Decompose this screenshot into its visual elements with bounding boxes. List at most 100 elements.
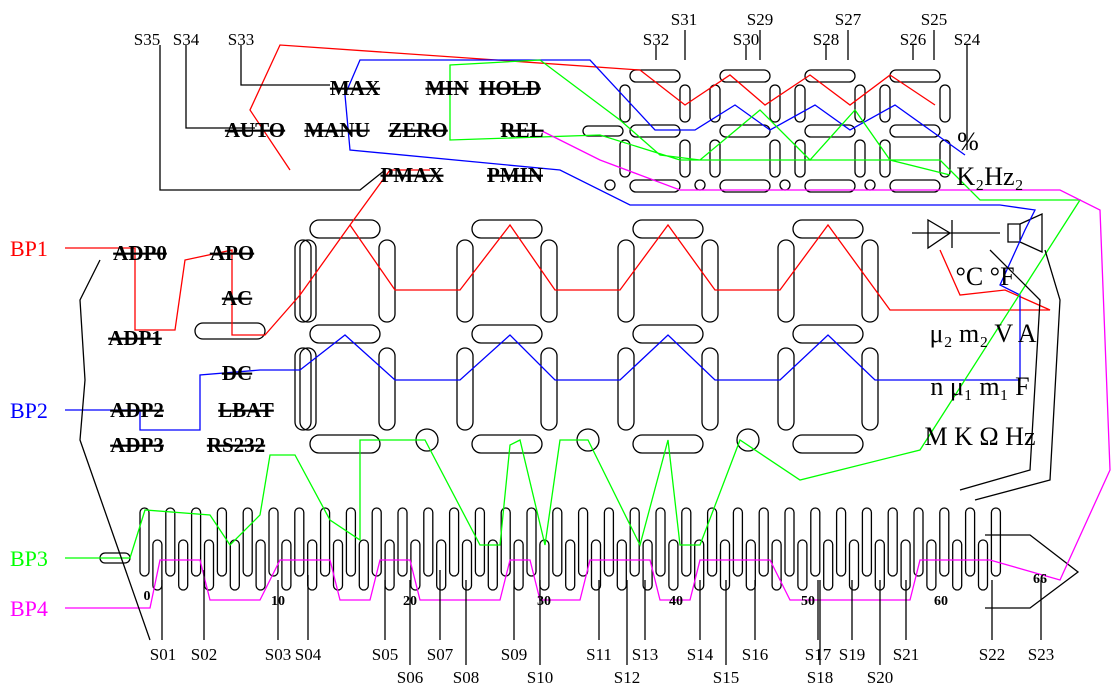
segment <box>540 239 558 323</box>
segment-pin-label: S30 <box>733 30 759 49</box>
segment <box>194 322 266 340</box>
segment <box>617 239 635 323</box>
segment <box>471 434 543 454</box>
segment-pin-label: S16 <box>742 645 768 664</box>
pin-number: 50 <box>801 594 815 609</box>
segment-pin-label: S19 <box>839 645 865 664</box>
segment <box>632 219 704 239</box>
segment <box>939 139 951 178</box>
segment <box>835 507 847 577</box>
annunciator: ZERO <box>388 118 448 142</box>
trace <box>65 59 1036 431</box>
segment <box>926 539 937 591</box>
segment-pin-label: S22 <box>979 645 1005 664</box>
segment <box>165 507 176 577</box>
segment <box>732 507 744 577</box>
segment <box>632 434 704 454</box>
segment <box>603 507 615 577</box>
annunciator: APO <box>210 241 254 265</box>
segment-pin-label: S25 <box>921 10 947 29</box>
segment <box>642 539 653 591</box>
segment <box>309 434 381 454</box>
segment <box>281 539 292 591</box>
pin-number: 60 <box>934 594 948 609</box>
annunciator: HOLD <box>479 76 541 100</box>
segment <box>616 539 627 591</box>
segment <box>471 219 543 239</box>
segment <box>794 84 806 123</box>
segment <box>487 539 498 591</box>
segment <box>655 507 666 577</box>
unit-label: °C °F <box>955 262 1014 291</box>
pin-number: 30 <box>537 594 551 609</box>
connector-arrow <box>985 534 1080 609</box>
segment <box>952 539 963 591</box>
decimal-point <box>604 179 616 191</box>
diode-icon <box>912 218 1000 250</box>
segment <box>792 219 864 239</box>
segment <box>471 324 543 344</box>
segment <box>474 507 486 577</box>
segment <box>854 139 866 178</box>
segment-pin-label: S24 <box>954 30 981 49</box>
segment-pin-label: S28 <box>813 30 839 49</box>
segment <box>268 507 279 577</box>
segment <box>889 69 941 83</box>
segment <box>797 539 808 591</box>
segment <box>889 124 941 138</box>
segment <box>539 539 550 591</box>
segment <box>526 507 537 577</box>
segment <box>668 539 679 591</box>
segment-pin-label: S11 <box>586 645 612 664</box>
segment <box>152 539 163 591</box>
segment-pin-label: S27 <box>835 10 862 29</box>
segment <box>629 124 681 138</box>
segment <box>448 507 460 577</box>
trace <box>65 129 1111 609</box>
pin-number: 40 <box>669 594 683 609</box>
segment <box>552 507 563 577</box>
segment <box>358 539 369 591</box>
annunciator: ADP1 <box>108 326 162 350</box>
annunciator: MIN <box>425 76 468 100</box>
segment-pin-label: S12 <box>614 668 640 687</box>
segment-pin-label: S26 <box>900 30 926 49</box>
segment <box>629 179 681 193</box>
segment <box>777 239 795 323</box>
segment-pin-label: S13 <box>632 645 658 664</box>
segment-pin-label: S06 <box>397 668 423 687</box>
segment <box>810 507 821 577</box>
segment <box>719 179 771 193</box>
segment <box>456 347 474 431</box>
segment <box>804 124 856 138</box>
annunciator: ADP0 <box>113 241 167 265</box>
unit-label: K₂Hz₂ <box>956 162 1023 191</box>
segment <box>319 507 331 577</box>
segment-pin-label: S09 <box>501 645 527 664</box>
segment <box>804 69 856 83</box>
annunciator: LBAT <box>218 398 274 422</box>
segment <box>294 347 312 431</box>
segment <box>792 434 864 454</box>
segment <box>229 539 240 591</box>
segment <box>540 347 558 431</box>
segment-pin-label: S03 <box>265 645 291 664</box>
segment <box>879 139 891 178</box>
segment <box>309 219 381 239</box>
segment-pin-label: S05 <box>372 645 398 664</box>
segment <box>632 324 704 344</box>
segment-pin-label: S01 <box>150 645 176 664</box>
backplane-label: BP4 <box>10 596 48 621</box>
annunciator: ADP3 <box>110 433 164 457</box>
segment <box>294 239 312 323</box>
segment-pin-label: S23 <box>1028 645 1054 664</box>
segment-pin-label: S20 <box>867 668 893 687</box>
segment <box>299 347 317 431</box>
segment <box>582 125 624 137</box>
segment <box>619 139 631 178</box>
segment <box>769 139 781 178</box>
annunciator: MAX <box>330 76 380 100</box>
unit-label: n μ₁ m₁ F <box>930 372 1029 401</box>
segment <box>178 539 189 591</box>
segment-pin-label: S02 <box>191 645 217 664</box>
